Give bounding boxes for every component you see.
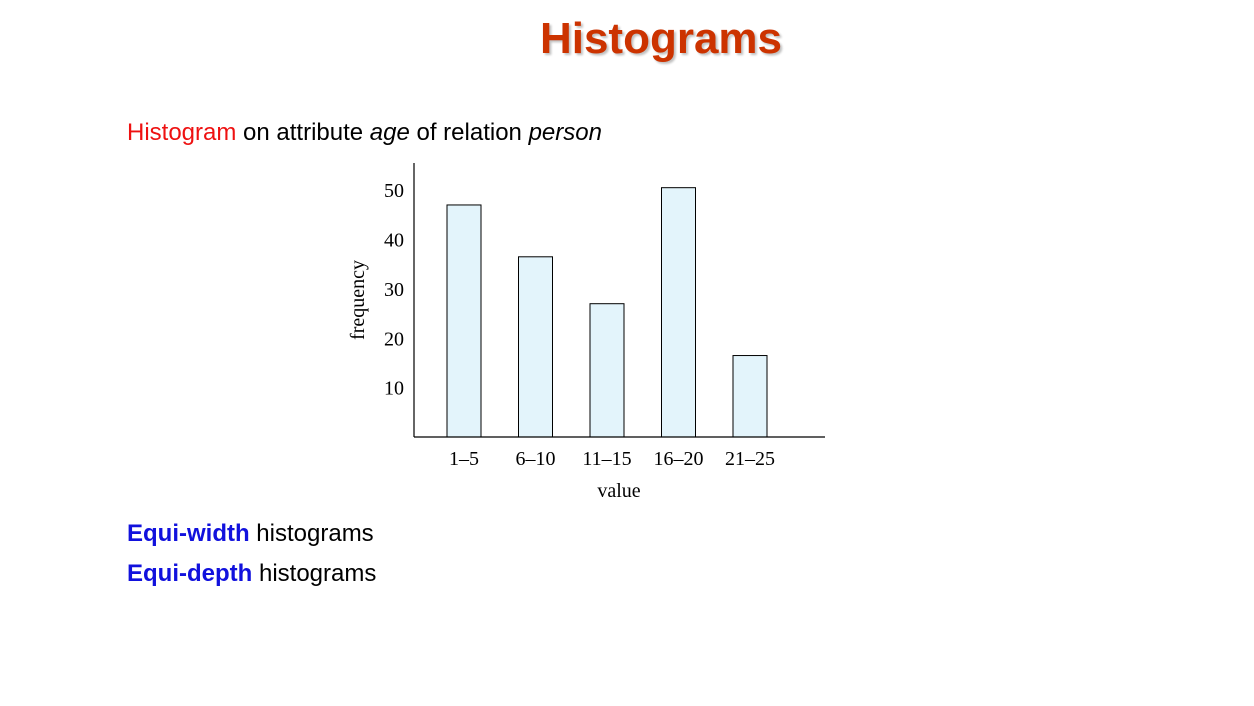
bar-2 xyxy=(518,256,553,438)
bullet-equi-width: Equi-width histograms xyxy=(127,520,374,548)
x-tick-label-2: 6–10 xyxy=(516,448,556,470)
bar-1 xyxy=(446,204,482,438)
intro-text-1: on attribute xyxy=(236,119,370,146)
y-tick-label-50: 50 xyxy=(384,180,404,202)
x-tick-label-5: 21–25 xyxy=(725,448,775,470)
intro-text-2: of relation xyxy=(409,119,529,146)
bullet-equi-depth: Equi-depth histograms xyxy=(127,560,376,588)
x-tick-label-1: 1–5 xyxy=(449,448,479,470)
bar-5 xyxy=(732,355,768,438)
x-tick-label-4: 16–20 xyxy=(654,448,704,470)
histogram-keyword: Histogram xyxy=(127,119,237,146)
intro-line: Histogram on attribute age of relation p… xyxy=(127,119,602,147)
y-tick-label-20: 20 xyxy=(384,328,404,350)
bar-3 xyxy=(589,303,625,438)
y-axis-label: frequency xyxy=(347,260,369,340)
y-tick-label-10: 10 xyxy=(384,378,404,400)
equi-width-keyword: Equi-width xyxy=(127,520,250,547)
x-tick-label-3: 11–15 xyxy=(582,448,631,470)
bar-4 xyxy=(661,187,696,438)
attribute-name: age xyxy=(369,119,410,146)
x-axis-label: value xyxy=(597,480,640,502)
equi-depth-keyword: Equi-depth xyxy=(127,560,253,587)
equi-depth-text: histograms xyxy=(252,560,377,587)
y-tick-label-30: 30 xyxy=(384,279,404,301)
slide-title: Histograms xyxy=(539,14,783,63)
relation-name: person xyxy=(528,119,602,146)
histogram-chart: 10 20 30 40 50 1–5 6–10 11–15 16–20 21–25 value fre… xyxy=(347,163,825,502)
y-tick-label-40: 40 xyxy=(384,230,404,252)
equi-width-text: histograms xyxy=(249,520,374,547)
